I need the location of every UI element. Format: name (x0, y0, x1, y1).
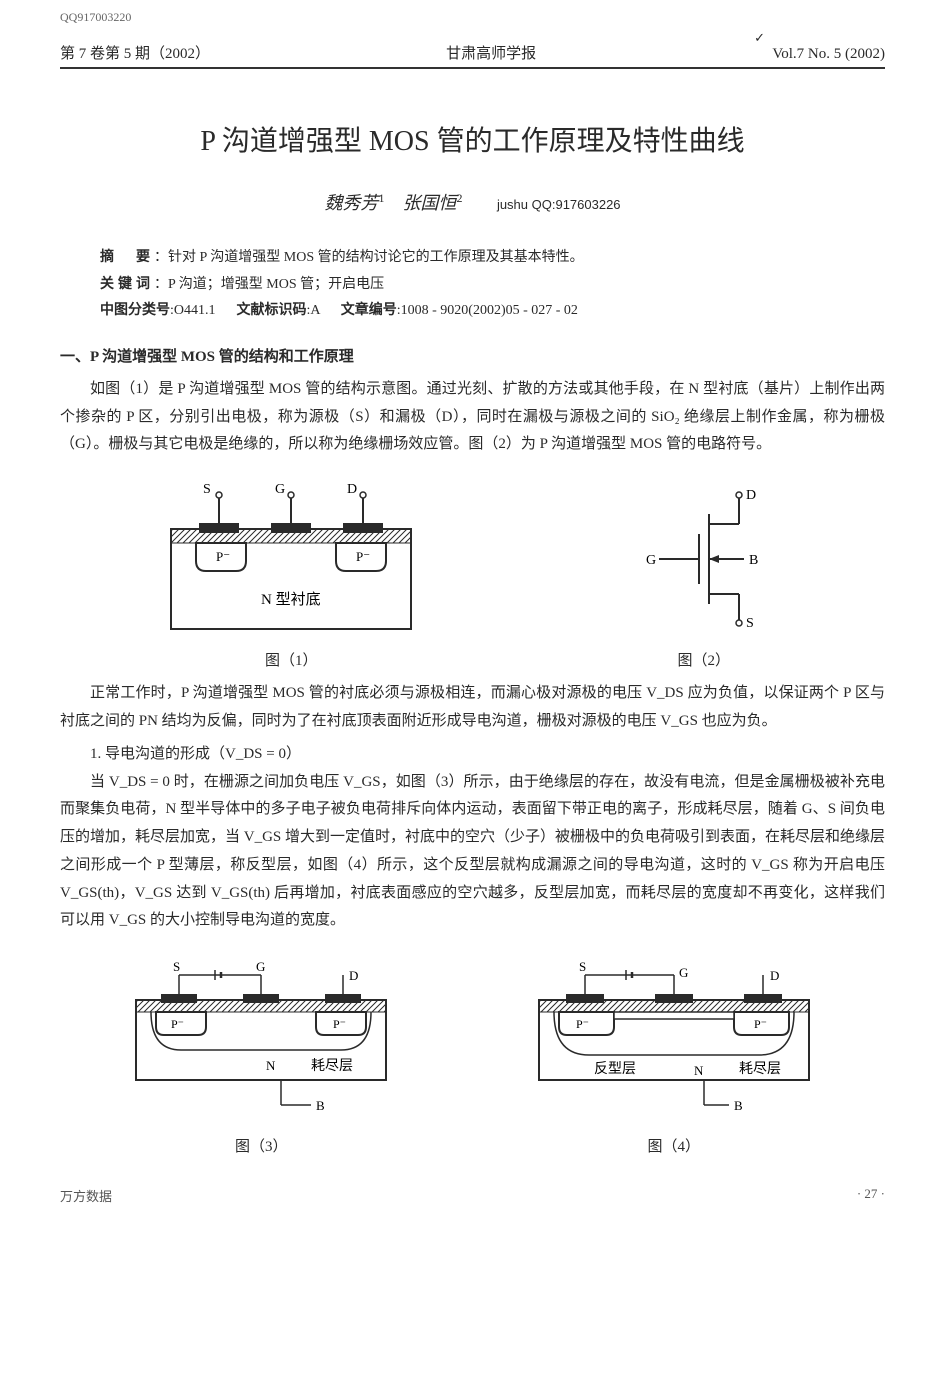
fig4-n-label: N (694, 1063, 704, 1078)
figures-row-1: P⁻ P⁻ S G D N 型衬底 图（1） (60, 479, 885, 670)
doccode-label: 文献标识码 (237, 303, 307, 318)
fig1-p1-label: P⁻ (216, 549, 230, 564)
figure-1: P⁻ P⁻ S G D N 型衬底 图（1） (151, 479, 431, 670)
author-2: 张国恒 (402, 193, 456, 213)
figure-3-caption: 图（3） (111, 1135, 411, 1156)
fig4-d-label: D (770, 968, 779, 983)
fig4-inversion-label: 反型层 (594, 1061, 636, 1077)
figure-1-caption: 图（1） (151, 649, 431, 670)
abstract-label: 摘 要 (100, 250, 154, 265)
fig4-p2-label: P⁻ (754, 1017, 767, 1031)
fig4-s-label: S (579, 959, 586, 974)
figure-2-caption: 图（2） (614, 649, 794, 670)
fig3-g-label: G (256, 959, 265, 974)
fig2-s-label: S (746, 616, 754, 631)
figure-4-caption: 图（4） (514, 1135, 834, 1156)
section-2-sub1: 1. 导电沟道的形成（V_DS = 0） (60, 742, 885, 763)
article-label: 文章编号 (341, 303, 397, 318)
issue-left: 第 7 卷第 5 期（2002） (60, 42, 210, 63)
fig4-p1-label: P⁻ (576, 1017, 589, 1031)
section-1-heading: 一、P 沟道增强型 MOS 管的结构和工作原理 (60, 345, 885, 366)
keywords-text: ：P 沟道；增强型 MOS 管；开启电压 (154, 277, 384, 292)
figure-2: G D S B 图（2） (614, 479, 794, 670)
fig4-g-label: G (679, 965, 688, 980)
meta-block: 摘 要：针对 P 沟道增强型 MOS 管的结构讨论它的工作原理及其基本特性。 关… (100, 245, 845, 325)
author-line: 魏秀芳1 张国恒2 jushu QQ:917603226 (60, 189, 885, 215)
keywords-label: 关键词 (100, 277, 154, 292)
fig2-d-label: D (746, 488, 756, 503)
clc-value: :O441.1 (170, 303, 216, 318)
fig1-substrate-label: N 型衬底 (261, 591, 321, 608)
clc-label: 中图分类号 (100, 303, 170, 318)
mos-symbol-diagram: G D S B (614, 479, 794, 639)
issue-right: Vol.7 No. 5 (2002) (772, 46, 885, 63)
section-1-p1: 如图（1）是 P 沟道增强型 MOS 管的结构示意图。通过光刻、扩散的方法或其他… (60, 376, 885, 459)
journal-name: 甘肃高师学报 (446, 42, 536, 63)
mos-depletion-diagram: P⁻ P⁻ S G D N 耗尽层 (111, 955, 411, 1125)
author-contact: jushu QQ:917603226 (497, 197, 621, 212)
article-value: :1008 - 9020(2002)05 - 027 - 02 (397, 303, 578, 318)
fig3-p2-label: P⁻ (333, 1017, 346, 1031)
section-2-p1: 正常工作时，P 沟道增强型 MOS 管的衬底必须与源极相连，而漏心极对源极的电压… (60, 680, 885, 736)
figures-row-2: P⁻ P⁻ S G D N 耗尽层 (60, 955, 885, 1156)
doccode-value: :A (307, 303, 320, 318)
fig3-depletion-label: 耗尽层 (311, 1058, 353, 1074)
fig4-b-label: B (734, 1098, 743, 1113)
author-2-affil: 2 (456, 191, 462, 205)
fig3-d-label: D (349, 968, 358, 983)
fig3-p1-label: P⁻ (171, 1017, 184, 1031)
abstract-text: ：针对 P 沟道增强型 MOS 管的结构讨论它的工作原理及其基本特性。 (154, 250, 584, 265)
page-number: · 27 · (857, 1186, 885, 1205)
section-2-p2: 当 V_DS = 0 时，在栅源之间加负电压 V_GS，如图（3）所示，由于绝缘… (60, 769, 885, 936)
fig1-g-label: G (275, 482, 285, 497)
fig1-d-label: D (347, 482, 357, 497)
checkmark-icon: ✓ (754, 30, 765, 46)
page-footer: 万方数据 · 27 · (60, 1186, 885, 1205)
fig3-n-label: N (266, 1058, 276, 1073)
author-1: 魏秀芳 (324, 193, 378, 213)
fig1-s-label: S (203, 482, 211, 497)
footer-source: 万方数据 (60, 1186, 112, 1205)
paper-title: P 沟道增强型 MOS 管的工作原理及特性曲线 (60, 119, 885, 159)
fig1-p2-label: P⁻ (356, 549, 370, 564)
fig3-b-label: B (316, 1098, 325, 1113)
mos-inversion-diagram: P⁻ P⁻ S G D 反型层 (514, 955, 834, 1125)
author-1-affil: 1 (378, 191, 384, 205)
fig2-b-label: B (749, 553, 758, 568)
fig3-s-label: S (173, 959, 180, 974)
mos-structure-diagram: P⁻ P⁻ S G D N 型衬底 (151, 479, 431, 639)
top-qq-label: QQ917003220 (60, 0, 885, 30)
figure-4: P⁻ P⁻ S G D 反型层 (514, 955, 834, 1156)
figure-3: P⁻ P⁻ S G D N 耗尽层 (111, 955, 411, 1156)
fig2-g-label: G (646, 553, 656, 568)
fig4-depletion-label: 耗尽层 (739, 1061, 781, 1077)
